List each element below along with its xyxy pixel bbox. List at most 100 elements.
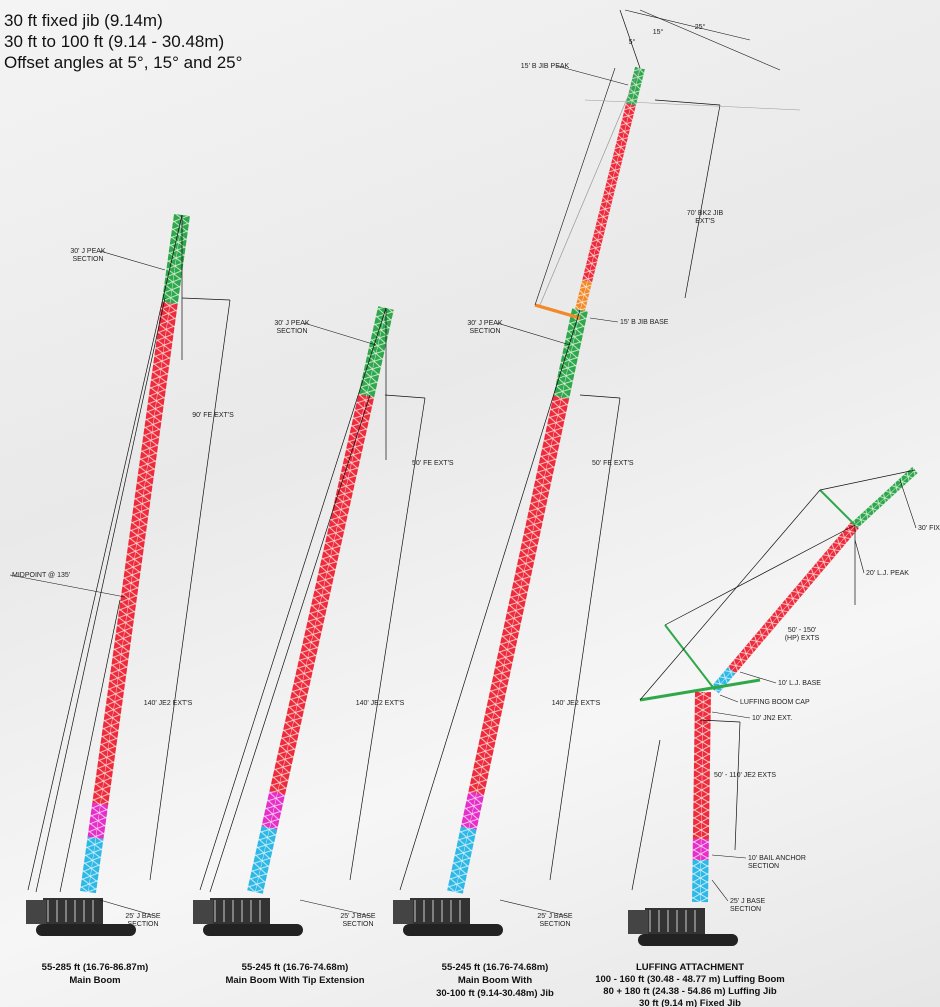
caption: 100 - 160 ft (30.48 - 48.77 m) Luffing B…	[595, 974, 785, 985]
callout: 20' L.J. PEAK	[866, 570, 909, 577]
boom	[80, 213, 190, 894]
caption: Main Boom With Tip Extension	[225, 975, 364, 986]
callout: LUFFING BOOM CAP	[740, 699, 810, 706]
callout: 140' JE2 EXT'S	[144, 700, 193, 707]
callout: 50' - 110' JE2 EXTS	[714, 772, 776, 779]
lattice	[247, 306, 394, 894]
callout: SECTION	[342, 921, 373, 928]
callout: 30' J PEAK	[467, 320, 503, 327]
line	[496, 322, 571, 346]
line	[664, 524, 856, 626]
line	[639, 9, 781, 71]
line	[639, 489, 821, 701]
callout: 30' J PEAK	[70, 248, 106, 255]
callout: 25' J BASE	[125, 913, 161, 920]
line	[384, 394, 426, 399]
callout: SECTION	[730, 906, 761, 913]
line	[739, 671, 777, 684]
callout: 70' BK2 JIB	[687, 210, 724, 217]
counterweight	[26, 900, 46, 924]
lattice	[692, 691, 711, 903]
line	[619, 9, 641, 69]
caption: 55-245 ft (16.76-74.68m)	[442, 962, 549, 973]
line	[711, 711, 751, 719]
callout: 10' L.J. BASE	[778, 680, 821, 687]
line	[819, 469, 916, 491]
line	[199, 307, 387, 891]
line	[556, 65, 629, 86]
track	[203, 924, 303, 936]
caption: LUFFING ATTACHMENT	[636, 962, 744, 973]
line	[639, 678, 761, 702]
line	[719, 694, 739, 703]
line	[654, 99, 721, 106]
callout: 15' B JIB BASE	[620, 319, 669, 326]
house	[210, 898, 270, 924]
line	[819, 489, 856, 526]
caption: 30 ft (9.14 m) Fixed Jib	[639, 998, 741, 1007]
line	[99, 250, 166, 271]
lattice	[575, 66, 645, 312]
line	[499, 899, 568, 917]
callout: MIDPOINT @ 135'	[12, 572, 70, 579]
line	[534, 303, 581, 320]
line	[584, 99, 801, 111]
artwork	[9, 9, 918, 946]
boom	[852, 467, 918, 528]
header-line: 30 ft fixed jib (9.14m)	[4, 11, 163, 30]
boom	[711, 521, 859, 694]
callout: 30' J PEAK	[274, 320, 310, 327]
callout: 25' J BASE	[340, 913, 376, 920]
boom	[575, 66, 645, 312]
callout: 25' J BASE	[537, 913, 573, 920]
counterweight	[393, 900, 413, 924]
line	[299, 899, 371, 917]
callout: 15' B JIB PEAK	[521, 63, 570, 70]
line	[27, 214, 183, 891]
callout: 50' - 150'	[788, 627, 816, 634]
line	[734, 721, 741, 851]
callout: 90' FE EXT'S	[192, 412, 234, 419]
lattice	[80, 213, 190, 894]
line	[349, 397, 426, 881]
callout: 140' JE2 EXT'S	[356, 700, 405, 707]
callout: (HP) EXTS	[785, 635, 820, 642]
callout: SECTION	[539, 921, 570, 928]
line	[539, 67, 641, 306]
track	[403, 924, 503, 936]
line	[684, 104, 721, 299]
house	[410, 898, 470, 924]
house	[645, 908, 705, 934]
lattice	[711, 521, 859, 694]
line	[35, 297, 166, 893]
line	[711, 854, 747, 859]
line	[854, 539, 865, 574]
line	[209, 394, 371, 893]
line	[699, 719, 741, 723]
callout: 10' BAIL ANCHOR	[748, 855, 806, 862]
lattice	[852, 467, 918, 528]
house	[43, 898, 103, 924]
callout: 140' JE2 EXT'S	[552, 700, 601, 707]
caption: 55-285 ft (16.76-86.87m)	[42, 962, 149, 973]
caption: 55-245 ft (16.76-74.68m)	[242, 962, 349, 973]
callout: 15°	[653, 28, 664, 36]
caption: 30-100 ft (9.14-30.48m) Jib	[436, 988, 554, 999]
line	[589, 317, 619, 323]
line	[549, 397, 621, 881]
header-line: Offset angles at 5°, 15° and 25°	[4, 53, 242, 72]
boom	[247, 306, 394, 894]
line	[149, 299, 231, 881]
line	[59, 599, 121, 893]
line	[624, 9, 751, 41]
callout: SECTION	[748, 863, 779, 870]
line	[399, 309, 581, 891]
callout: SECTION	[127, 921, 158, 928]
header-line: 30 ft to 100 ft (9.14 - 30.48m)	[4, 32, 224, 51]
callout: SECTION	[72, 256, 103, 263]
callout: EXT'S	[695, 218, 715, 225]
line	[9, 574, 126, 598]
callout: 30' FIXED J	[918, 525, 940, 532]
